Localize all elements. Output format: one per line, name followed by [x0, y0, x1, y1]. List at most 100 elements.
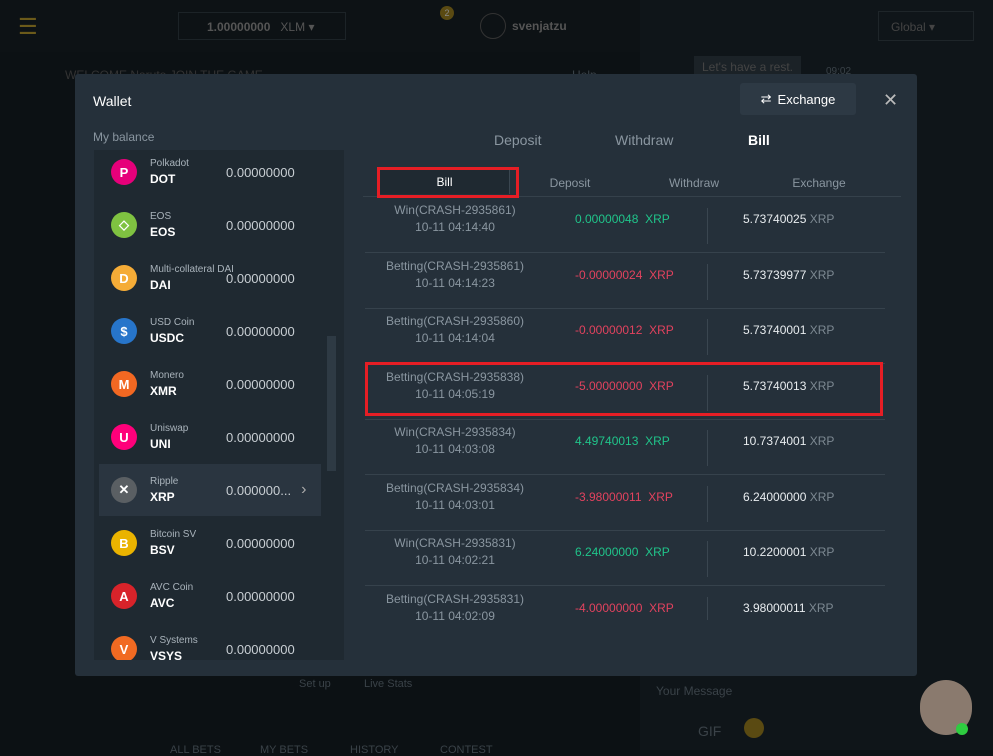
- bill-amount: 6.24000000: [575, 545, 639, 559]
- coin-full-name: Polkadot: [150, 158, 189, 169]
- bill-row: Win(CRASH-2935831) 10-11 04:02:21 6.24000…: [365, 531, 885, 586]
- chat-message: Let's have a rest.: [694, 56, 802, 78]
- emoji-icon[interactable]: [744, 718, 764, 738]
- bill-description: Win(CRASH-2935834): [394, 425, 516, 439]
- exchange-label: Exchange: [777, 91, 836, 107]
- coin-item[interactable]: A AVC Coin AVC 0.00000000: [99, 570, 321, 622]
- coin-full-name: Monero: [150, 370, 184, 381]
- coin-item[interactable]: ✕ Ripple XRP 0.000000... ›: [99, 464, 321, 516]
- coin-symbol: EOS: [150, 225, 176, 239]
- coin-symbol: VSYS: [150, 649, 183, 660]
- coin-item[interactable]: U Uniswap UNI 0.00000000: [99, 411, 321, 463]
- balance-unit: XRP: [809, 323, 835, 337]
- scrollbar[interactable]: [327, 336, 336, 471]
- bill-time: 10-11 04:05:19: [415, 386, 495, 401]
- menu-icon[interactable]: ☰: [18, 14, 38, 39]
- bill-row: Betting(CRASH-2935860) 10-11 04:14:04 -0.…: [365, 309, 885, 364]
- subtab-bill[interactable]: Bill: [380, 170, 510, 194]
- coin-symbol: AVC: [150, 596, 175, 610]
- coin-item[interactable]: ◇ EOS EOS 0.00000000: [99, 199, 321, 251]
- coin-full-name: Uniswap: [150, 423, 189, 434]
- subtab-deposit[interactable]: Deposit: [549, 176, 591, 190]
- coin-balance: 0.000000...: [226, 482, 292, 498]
- coin-item[interactable]: $ USD Coin USDC 0.00000000: [99, 305, 321, 357]
- chat-input[interactable]: Your Message: [656, 684, 733, 698]
- coin-icon: M: [111, 371, 137, 397]
- coin-item[interactable]: D Multi-collateral DAI DAI 0.00000000: [99, 252, 321, 304]
- avatar[interactable]: [480, 13, 506, 39]
- modal-title: Wallet: [93, 93, 132, 109]
- coin-item[interactable]: M Monero XMR 0.00000000: [99, 358, 321, 410]
- coin-balance: 0.00000000: [226, 323, 295, 339]
- tab-bill[interactable]: Bill: [748, 132, 770, 148]
- bill-unit: XRP: [645, 545, 670, 559]
- subtab-exchange[interactable]: Exchange: [792, 176, 846, 190]
- bill-balance: 10.2200001: [743, 545, 807, 559]
- tab-withdraw[interactable]: Withdraw: [615, 132, 674, 148]
- coin-balance: 0.00000000: [226, 270, 295, 286]
- coin-icon: D: [111, 265, 137, 291]
- bill-description: Betting(CRASH-2935838): [385, 369, 525, 384]
- balance-unit: XRP: [809, 378, 835, 393]
- mail-badge: 2: [440, 6, 454, 20]
- gif-button[interactable]: GIF: [698, 723, 722, 739]
- live-stats-link[interactable]: Live Stats: [364, 678, 413, 690]
- bill-description: Betting(CRASH-2935861): [385, 258, 525, 273]
- bill-amount: -0.00000024: [575, 267, 643, 282]
- subtab-withdraw[interactable]: Withdraw: [668, 176, 719, 190]
- chat-time: 09:02: [826, 66, 852, 77]
- bill-amount: 0.00000048: [575, 212, 639, 226]
- setup-link[interactable]: Set up: [299, 678, 331, 690]
- bottom-tab[interactable]: HISTORY: [350, 744, 399, 756]
- coin-full-name: AVC Coin: [150, 582, 194, 593]
- coin-item[interactable]: B Bitcoin SV BSV 0.00000000: [99, 517, 321, 569]
- bottom-tab[interactable]: CONTEST: [440, 744, 493, 756]
- coin-icon: P: [111, 159, 137, 185]
- bill-time: 10-11 04:14:23: [415, 275, 495, 290]
- bottom-tab[interactable]: ALL BETS: [170, 744, 221, 756]
- close-icon[interactable]: ✕: [883, 90, 899, 110]
- username[interactable]: svenjatzu: [512, 19, 567, 33]
- coin-full-name: V Systems: [150, 635, 198, 646]
- bill-row: Betting(CRASH-2935834) 10-11 04:03:01 -3.…: [365, 476, 885, 531]
- balance-selector[interactable]: 1.00000000 XLM ▾: [178, 12, 346, 40]
- exchange-button[interactable]: ⇄ Exchange: [740, 83, 856, 115]
- coin-icon: $: [111, 318, 137, 344]
- bill-balance: 5.73740013: [743, 378, 807, 393]
- top-bar: ☰ 1.00000000 XLM ▾ 2 svenjatzu: [0, 0, 640, 52]
- bill-balance: 5.73739977: [743, 267, 807, 282]
- bill-time: 10-11 04:03:01: [415, 497, 495, 512]
- bill-unit: XRP: [649, 323, 674, 337]
- highlight-row: [365, 362, 883, 416]
- coin-item[interactable]: V V Systems VSYS 0.00000000: [99, 623, 321, 660]
- bill-amount: -0.00000012: [575, 323, 643, 337]
- balance-unit: XRP: [809, 545, 835, 559]
- coin-balance: 0.00000000: [226, 217, 295, 233]
- wallet-modal: Wallet ⇄ Exchange ✕ My balance P Polkadot…: [75, 74, 917, 676]
- bill-description: Win(CRASH-2935831): [394, 536, 516, 550]
- chevron-right-icon: ›: [301, 481, 307, 498]
- coin-item[interactable]: P Polkadot DOT 0.00000000: [99, 150, 321, 198]
- coin-balance: 0.00000000: [226, 429, 295, 445]
- bill-row: Win(CRASH-2935861) 10-11 04:14:40 0.00000…: [365, 200, 885, 253]
- bill-amount: -4.00000000: [575, 600, 643, 615]
- bill-unit: XRP: [645, 212, 670, 226]
- coin-icon: U: [111, 424, 137, 450]
- coin-symbol: DAI: [150, 278, 171, 292]
- highlight-bill-tab: [377, 167, 519, 198]
- balance-unit: XRP: [809, 434, 835, 448]
- swap-icon: ⇄: [760, 91, 772, 106]
- coin-full-name: Ripple: [150, 476, 179, 487]
- bottom-tab[interactable]: MY BETS: [260, 744, 309, 756]
- balance-unit: XRP: [809, 212, 835, 226]
- region-select[interactable]: Global ▾: [878, 11, 974, 41]
- coin-symbol: BSV: [150, 543, 175, 557]
- bill-time: 10-11 04:03:08: [415, 442, 495, 456]
- bill-description: Win(CRASH-2935861): [394, 203, 516, 217]
- bill-balance: 5.73740025: [743, 212, 807, 226]
- bill-time: 10-11 04:14:40: [415, 220, 495, 234]
- tab-deposit[interactable]: Deposit: [494, 132, 542, 148]
- bill-balance: 6.24000000: [743, 489, 807, 504]
- bill-unit: XRP: [645, 434, 670, 448]
- region-value: Global: [891, 20, 926, 34]
